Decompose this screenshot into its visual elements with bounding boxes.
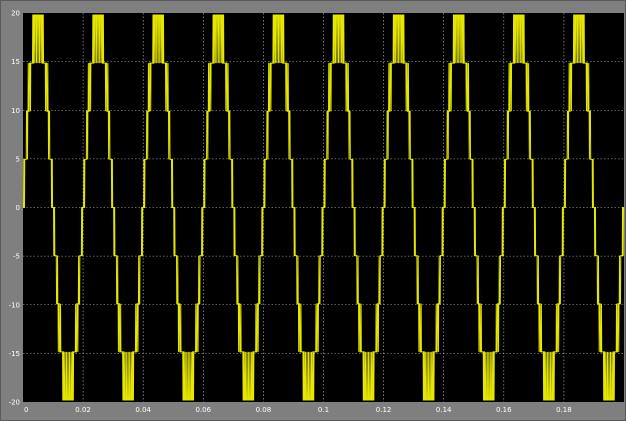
y-tick-label-3: 5: [16, 155, 20, 163]
x-tick-label-1: 0.02: [75, 406, 91, 414]
y-tick-label-4: 0: [16, 204, 20, 212]
y-tick-label-7: -15: [9, 350, 20, 358]
y-tick-label-1: 15: [11, 58, 20, 66]
x-tick-label-8: 0.16: [496, 406, 512, 414]
trace-layer: [23, 14, 624, 401]
x-tick-label-5: 0.1: [318, 406, 329, 414]
y-tick-label-2: 10: [11, 107, 20, 115]
x-tick-label-6: 0.12: [376, 406, 392, 414]
y-tick-label-5: -5: [13, 253, 20, 261]
series-line: [23, 14, 624, 401]
y-tick-label-0: 20: [11, 10, 20, 18]
x-tick-label-0: 0: [24, 406, 28, 414]
y-tick-label-6: -10: [9, 301, 20, 309]
x-tick-label-9: 0.18: [556, 406, 572, 414]
x-axis-ticks: 0 0.02 0.04 0.06 0.08 0.1 0.12 0.14 0.16 0.18: [24, 406, 572, 414]
y-axis-ticks: 20 15 10 5 0 -5 -10 -15 -20: [9, 10, 20, 407]
x-tick-label-3: 0.06: [196, 406, 212, 414]
x-tick-label-7: 0.14: [436, 406, 452, 414]
y-tick-label-8: -20: [9, 399, 20, 407]
x-tick-label-4: 0.08: [256, 406, 272, 414]
x-tick-label-2: 0.04: [135, 406, 151, 414]
